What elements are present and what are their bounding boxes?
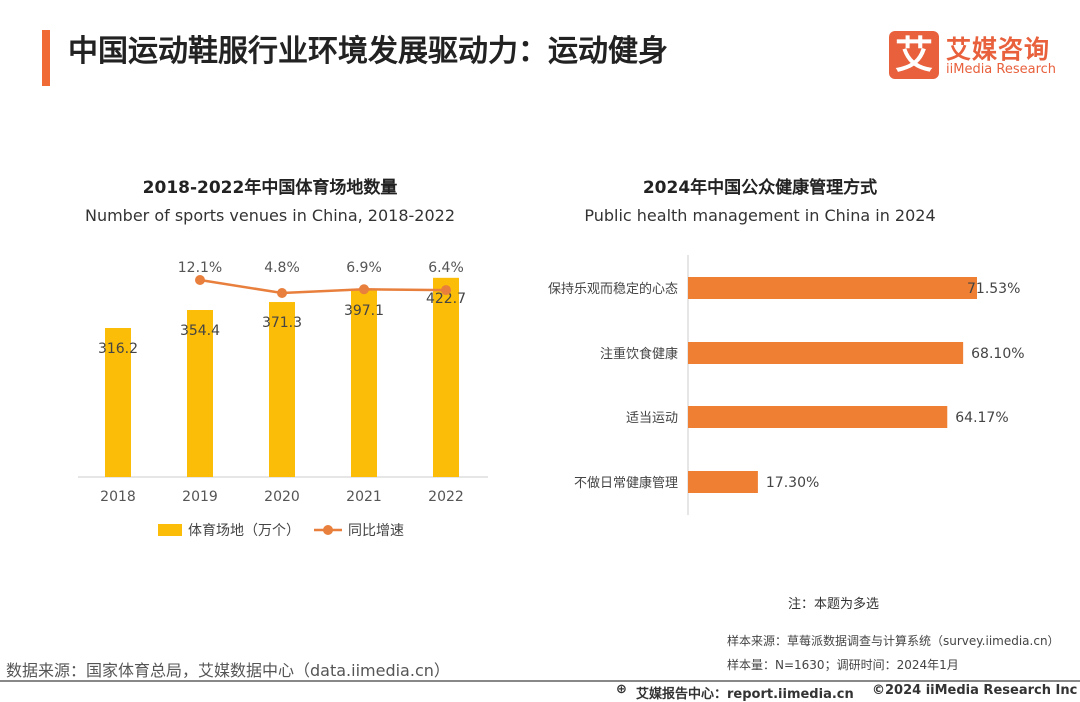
footer-divider	[0, 680, 1080, 682]
legend-line-marker	[323, 525, 333, 535]
x-tick-label: 2022	[428, 489, 464, 505]
chart2-title: 2024年中国公众健康管理方式	[642, 178, 878, 198]
title-accent-bar	[42, 30, 50, 86]
report-center-link[interactable]: 艾媒报告中心：report.iimedia.cn	[636, 687, 854, 702]
x-tick-label: 2019	[182, 489, 218, 505]
hbar-2	[688, 406, 948, 428]
bar-label: 354.4	[180, 323, 220, 339]
hbar-0	[688, 277, 977, 299]
chart2-subtitle: Public health management in China in 202…	[584, 206, 936, 225]
bar-2020	[269, 302, 295, 477]
bar-2021	[351, 289, 377, 477]
chart1-title: 2018-2022年中国体育场地数量	[142, 178, 398, 198]
growth-label: 12.1%	[178, 260, 222, 276]
category-label: 保持乐观而稳定的心态	[548, 281, 678, 297]
category-label: 不做日常健康管理	[574, 475, 678, 491]
growth-line	[199, 278, 447, 295]
chart1-subtitle: Number of sports venues in China, 2018-2…	[84, 206, 456, 225]
category-label: 注重饮食健康	[600, 346, 678, 362]
growth-label: 6.4%	[428, 260, 464, 276]
bar-label: 397.1	[344, 303, 384, 319]
hbar-value-label: 64.17%	[955, 410, 1008, 426]
growth-label: 4.8%	[264, 260, 300, 276]
growth-point-2020	[277, 287, 287, 298]
page-title: 中国运动鞋服行业环境发展驱动力：运动健身	[68, 34, 668, 69]
legend-line-label: 同比增速	[348, 523, 404, 539]
growth-point-2021	[359, 284, 369, 295]
growth-label: 6.9%	[346, 260, 382, 276]
x-tick-label: 2021	[346, 489, 382, 505]
sample-source: 样本来源：草莓派数据调查与计算系统（survey.iimedia.cn）	[727, 634, 1060, 648]
bar-2018	[105, 328, 131, 477]
globe-icon: ⊕	[616, 682, 627, 697]
data-source: 数据来源：国家体育总局，艾媒数据中心（data.iimedia.cn）	[6, 661, 450, 680]
hbar-value-label: 71.53%	[967, 281, 1020, 297]
multi-select-note: 注：本题为多选	[788, 597, 880, 612]
logo-subtext: iiMedia Research	[946, 62, 1057, 77]
bar-2019	[187, 309, 213, 477]
legend-bar-label: 体育场地（万个）	[188, 523, 300, 539]
bar-label: 371.3	[262, 315, 302, 331]
x-tick-label: 2018	[100, 489, 136, 505]
growth-point-2022	[441, 285, 451, 296]
bar-label: 422.7	[426, 291, 466, 307]
legend-bar-swatch	[158, 524, 182, 536]
hbar-1	[688, 342, 964, 364]
hbar-value-label: 17.30%	[766, 475, 819, 491]
category-label: 适当运动	[626, 411, 678, 426]
copyright: ©2024 iiMedia Research Inc	[872, 683, 1078, 698]
bar-2022	[433, 277, 459, 477]
logo-text: 艾媒咨询	[946, 35, 1051, 64]
bar-label: 316.2	[98, 341, 138, 357]
hbar-value-label: 68.10%	[971, 346, 1024, 362]
growth-point-2019	[195, 275, 205, 285]
hbar-3	[688, 471, 758, 493]
x-tick-label: 2020	[264, 489, 300, 505]
sample-size: 样本量：N=1630；调研时间：2024年1月	[727, 658, 959, 672]
logo-icon: 艾	[889, 31, 939, 79]
